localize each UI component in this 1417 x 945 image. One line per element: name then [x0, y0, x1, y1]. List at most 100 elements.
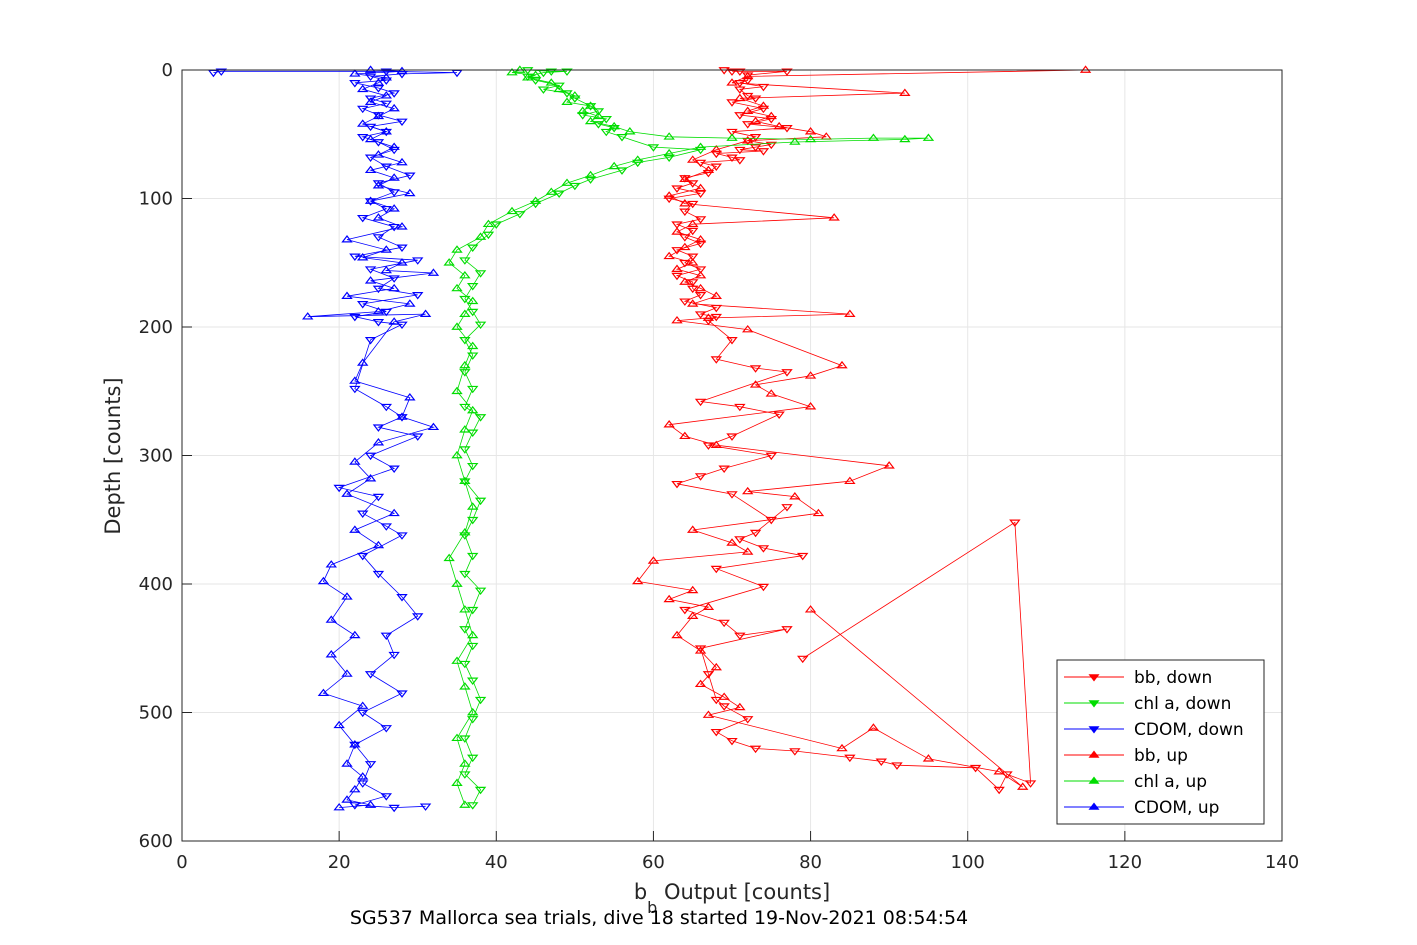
data-point	[694, 216, 707, 224]
data-point	[380, 100, 393, 109]
data-point	[451, 450, 463, 459]
data-point	[474, 414, 487, 422]
data-point	[734, 157, 746, 165]
data-point	[356, 214, 369, 223]
data-point	[396, 412, 408, 420]
data-point	[710, 662, 723, 671]
data-point	[671, 227, 683, 235]
data-point	[702, 313, 715, 321]
data-point	[875, 758, 888, 766]
data-point	[388, 90, 400, 98]
data-point	[569, 182, 581, 191]
data-point	[592, 121, 605, 129]
legend-item: bb, up	[1064, 746, 1188, 766]
data-point	[364, 761, 377, 769]
data-point	[451, 322, 463, 330]
data-point	[356, 780, 369, 788]
data-point	[710, 696, 723, 705]
data-point	[836, 743, 848, 752]
data-point	[741, 71, 754, 80]
data-point	[710, 356, 723, 364]
y-tick-label: 600	[139, 831, 173, 852]
legend-item: CDOM, down	[1064, 720, 1244, 740]
data-point	[317, 576, 330, 585]
x-tick-label: 140	[1265, 852, 1299, 873]
data-point	[411, 433, 424, 441]
data-point	[396, 532, 408, 540]
data-point	[726, 154, 738, 163]
data-point	[1079, 65, 1092, 73]
data-point	[474, 587, 487, 596]
data-point	[686, 611, 699, 619]
data-point	[694, 283, 707, 292]
data-point	[380, 403, 393, 412]
data-point	[749, 116, 762, 125]
data-point	[459, 735, 471, 743]
data-point	[734, 702, 746, 711]
data-point	[741, 547, 754, 555]
data-point	[341, 759, 353, 767]
data-point	[396, 222, 408, 230]
data-point	[726, 737, 738, 746]
data-point	[396, 258, 408, 266]
data-point	[694, 142, 707, 150]
data-point	[694, 190, 707, 198]
data-point	[600, 128, 613, 137]
data-point	[459, 771, 471, 779]
data-point	[796, 655, 809, 664]
data-point	[380, 245, 393, 253]
series-cdom-down	[207, 68, 463, 813]
data-point	[466, 642, 479, 651]
data-point	[341, 234, 353, 243]
data-point	[679, 199, 691, 207]
series-line	[307, 69, 435, 808]
data-point	[466, 716, 479, 724]
data-point	[679, 242, 691, 251]
data-point	[584, 170, 597, 179]
x-tick-label: 20	[328, 852, 351, 873]
data-point	[364, 671, 377, 679]
data-point	[356, 119, 369, 127]
data-point	[356, 301, 369, 309]
data-point	[372, 319, 385, 327]
legend-marker	[1088, 802, 1100, 810]
legend-items: bb, down chl a, down CDOM, down bb, up chl a…	[1064, 668, 1244, 818]
data-point	[514, 211, 526, 219]
data-point	[828, 213, 840, 221]
series-chl-a-up	[443, 65, 935, 808]
data-point	[624, 127, 636, 135]
data-point	[686, 227, 699, 236]
data-point	[710, 728, 723, 737]
data-point	[726, 337, 738, 345]
x-tick-label: 40	[485, 852, 508, 873]
data-point	[616, 133, 628, 142]
data-point	[396, 118, 408, 127]
data-point	[584, 116, 597, 125]
data-point	[576, 112, 589, 120]
data-point	[388, 317, 400, 325]
y-tick-label: 500	[139, 703, 173, 724]
data-point	[694, 270, 707, 279]
data-point	[734, 403, 746, 412]
data-point	[443, 553, 455, 562]
data-point	[364, 95, 377, 103]
legend-item: chl a, up	[1064, 772, 1207, 792]
data-point	[333, 720, 345, 729]
data-point	[726, 128, 738, 137]
data-point	[215, 68, 228, 76]
data-point	[459, 476, 471, 485]
data-point	[569, 91, 581, 99]
data-point	[459, 309, 471, 317]
data-point	[561, 68, 573, 76]
data-point	[356, 709, 369, 718]
data-point	[364, 452, 377, 461]
data-point	[686, 279, 699, 287]
data-point	[466, 385, 479, 394]
legend-item: bb, down	[1064, 668, 1212, 688]
data-point	[341, 669, 353, 677]
data-point	[459, 446, 471, 454]
data-point	[466, 552, 479, 561]
data-point	[922, 133, 935, 141]
data-point	[364, 276, 377, 284]
data-point	[734, 93, 746, 102]
